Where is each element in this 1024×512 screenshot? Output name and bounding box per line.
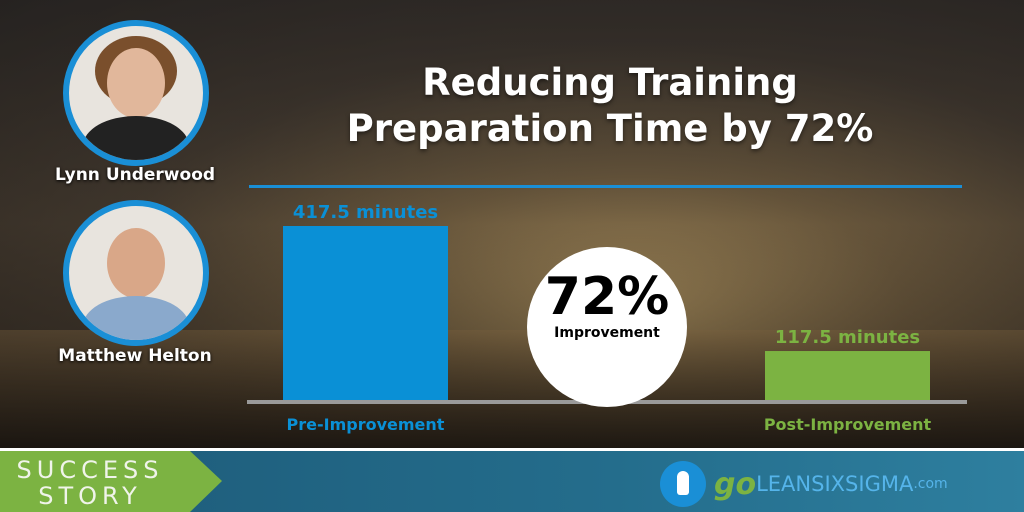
title-divider [249, 185, 962, 188]
bar [765, 351, 930, 400]
avatar-matthew [63, 200, 209, 346]
data-label: 417.5 minutes [293, 202, 438, 223]
bar [283, 226, 448, 400]
badge-line-1: SUCCESS [16, 456, 164, 484]
category-label: Pre-Improvement [287, 415, 445, 434]
footer: SUCCESS STORY go LEANSIXSIGMA .com [0, 448, 1024, 512]
person-name: Matthew Helton [58, 346, 212, 366]
logo[interactable]: go LEANSIXSIGMA .com [660, 461, 948, 507]
data-label: 117.5 minutes [775, 327, 920, 348]
logo-go: go [714, 466, 757, 502]
title-line-1: Reducing Training [422, 61, 798, 104]
badge-line-2: STORY [38, 482, 142, 510]
lightbulb-icon [660, 461, 706, 507]
callout-label: Improvement [554, 325, 660, 341]
person-name: Lynn Underwood [54, 165, 216, 185]
success-story-badge: SUCCESS STORY [0, 451, 222, 512]
page-title: Reducing Training Preparation Time by 72… [330, 60, 890, 152]
logo-main: LEANSIXSIGMA [756, 472, 914, 496]
avatar-lynn [63, 20, 209, 166]
title-line-2: Preparation Time by 72% [346, 107, 874, 150]
category-label: Post-Improvement [764, 415, 932, 434]
callout-value: 72% [544, 267, 670, 327]
improvement-callout: 72% Improvement [527, 247, 687, 407]
bar-chart: 417.5 minutes Pre-Improvement 117.5 minute… [247, 202, 967, 434]
logo-suffix: .com [913, 476, 948, 492]
